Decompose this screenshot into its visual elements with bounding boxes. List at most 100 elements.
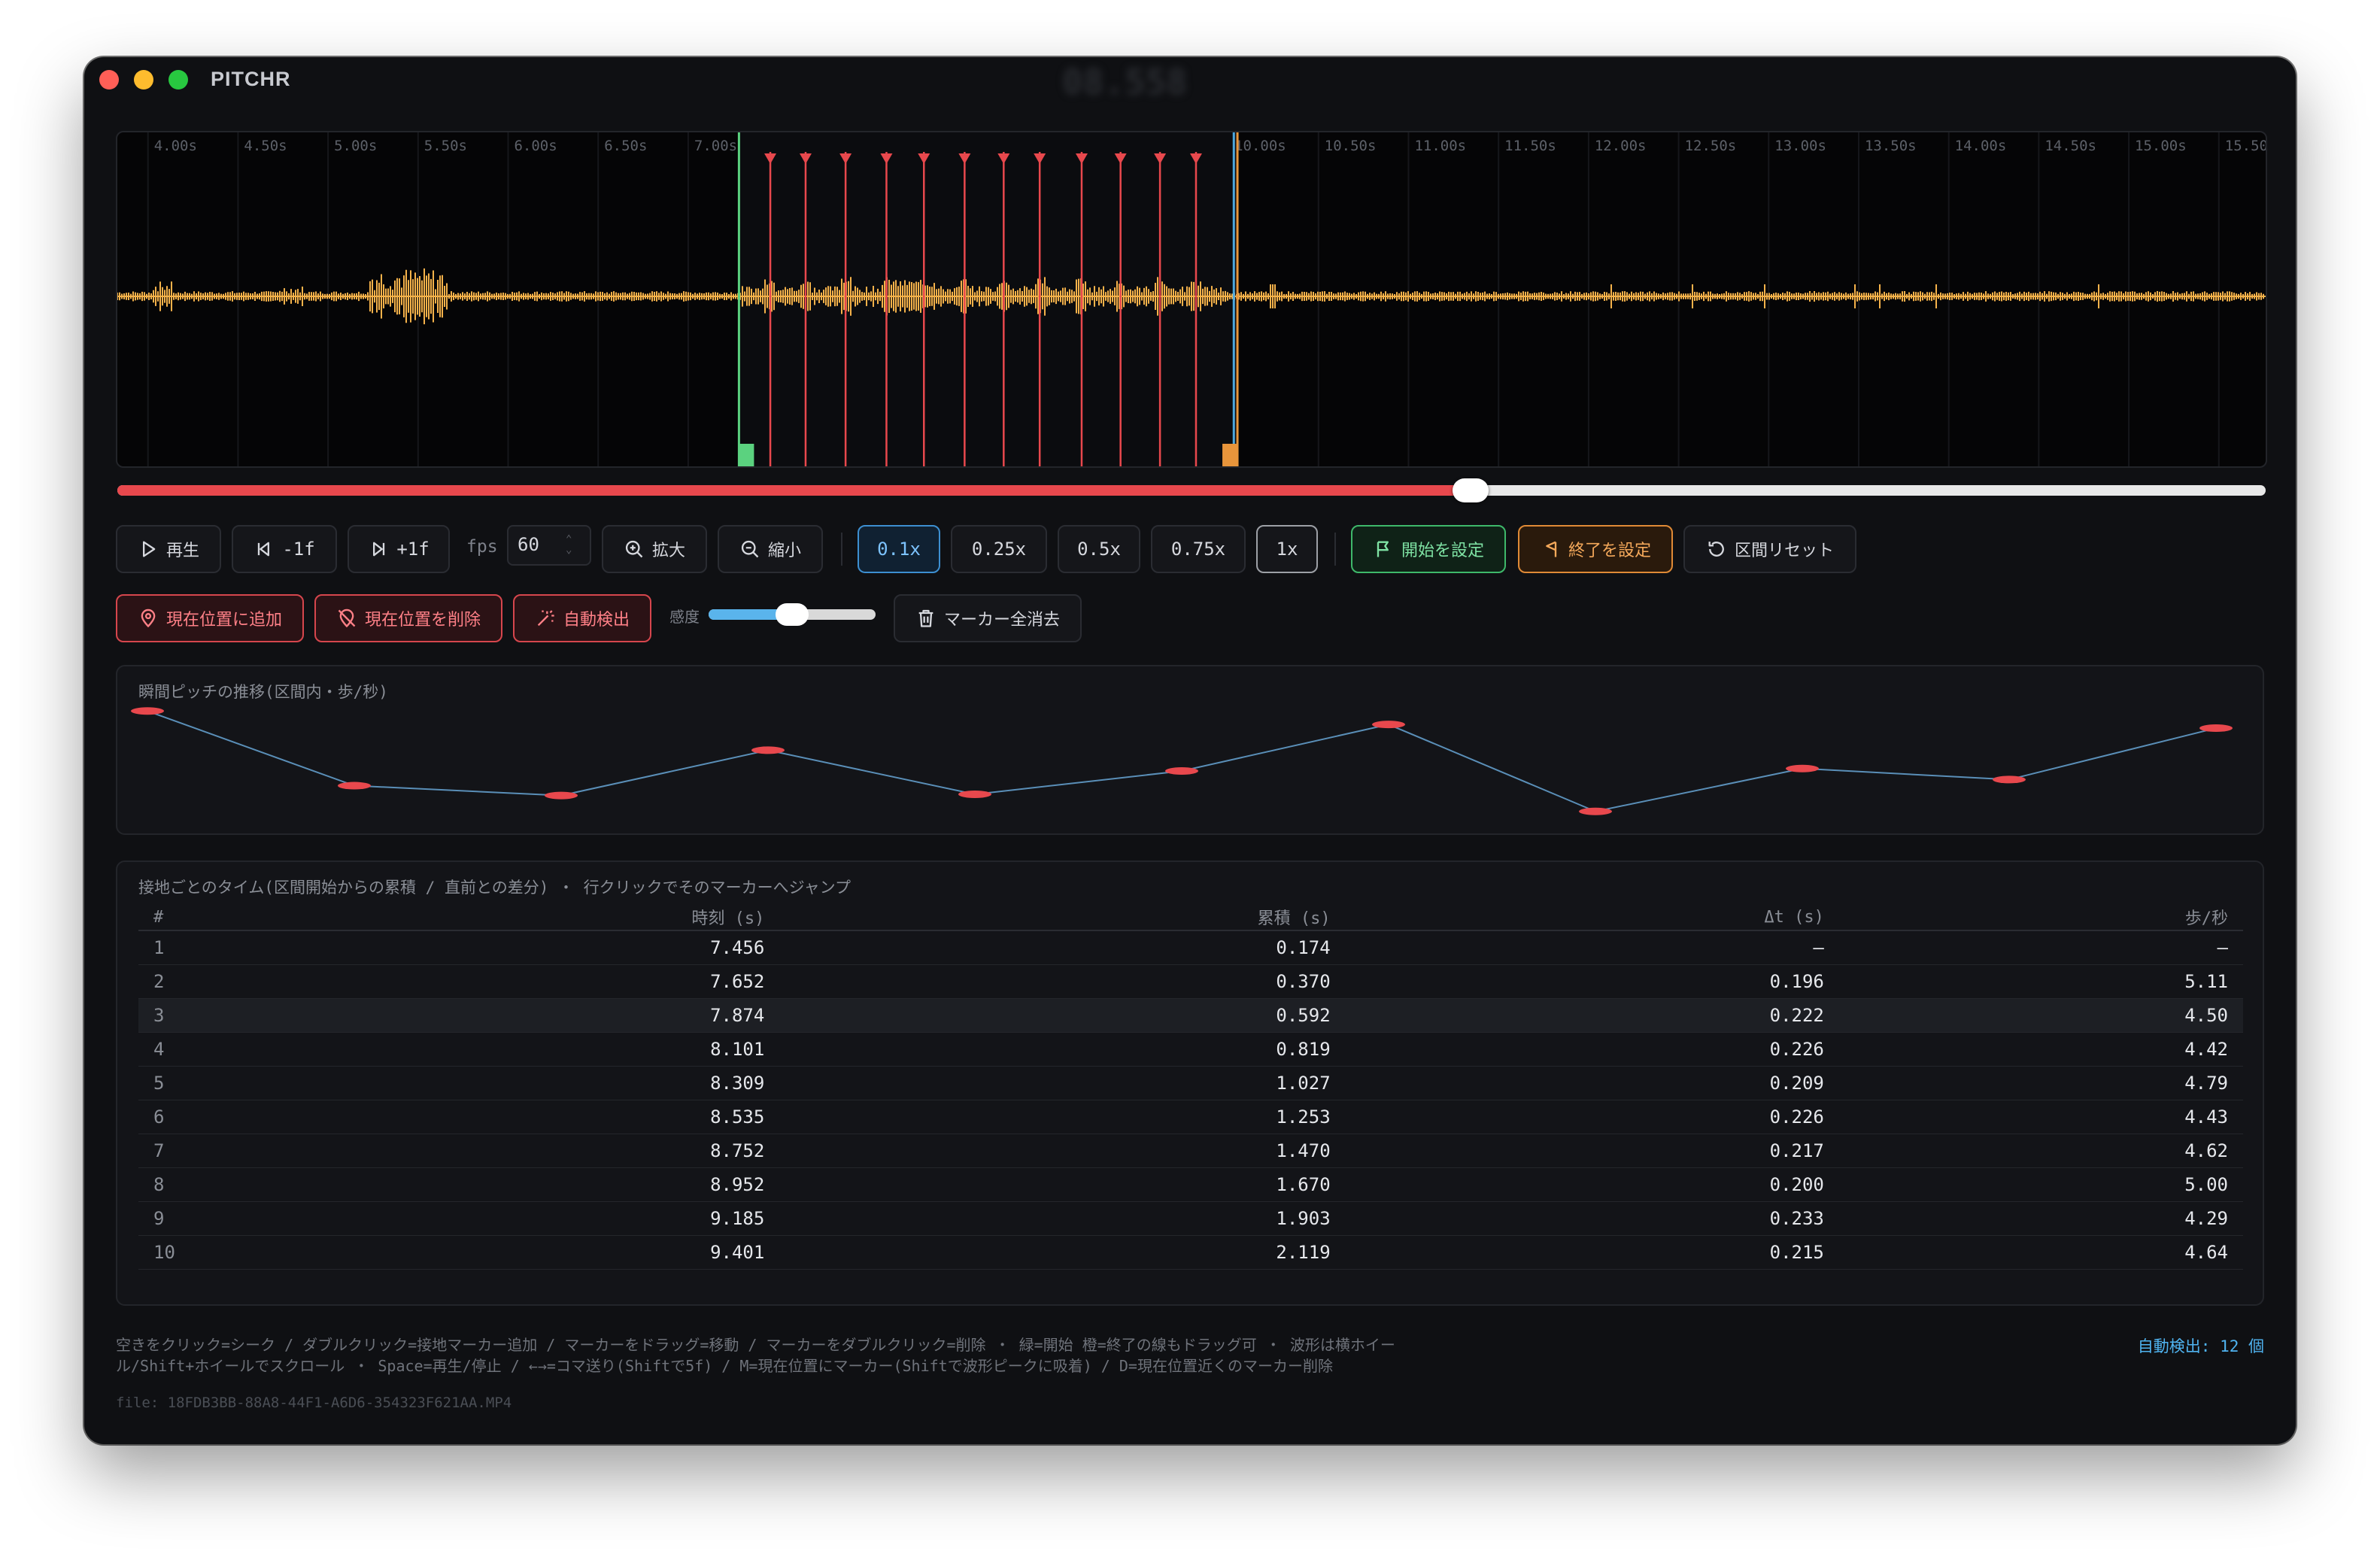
time-tick-label: 14.50s [2045,138,2096,154]
splits-table-title: 接地ごとのタイム(区間開始からの累積 / 直前との差分) ・ 行クリックでそのマ… [138,879,851,897]
interval-start-handle[interactable] [739,444,754,466]
table-row[interactable]: 6 8.535 1.253 0.226 4.43 [138,1100,2243,1134]
time-tick-label: 11.00s [1414,138,1466,154]
step-marker-handle[interactable] [839,153,852,164]
waveform-panel[interactable]: 4.00s4.50s5.00s5.50s6.00s6.50s7.00s7.50s… [116,131,2267,468]
help-line-1: 空きをクリック=シーク / ダブルクリック=接地マーカー追加 / マーカーをドラ… [116,1336,1395,1354]
time-tick-label: 15.00s [2135,138,2187,154]
pitch-point [1993,775,2026,784]
table-row[interactable]: 5 8.309 1.027 0.209 4.79 [138,1066,2243,1100]
step-marker-handle[interactable] [918,153,930,164]
cell-delta: 0.226 [1345,1100,1839,1134]
time-tick-label: 15.50s [2225,138,2266,154]
step-marker-handle[interactable] [997,153,1010,164]
sensitivity-slider[interactable] [709,603,876,626]
reset-icon [1708,542,1724,557]
clear-markers-button[interactable]: マーカー全消去 [894,594,1082,642]
sensitivity-thumb[interactable] [776,603,809,626]
cell-index: 2 [138,964,214,999]
zoom-window-button[interactable] [168,70,188,90]
cell-index: 4 [138,1032,214,1067]
time-tick-label: 12.50s [1685,138,1737,154]
col-header-cumulative: 累積 (s) [779,904,1346,931]
step-marker-handle[interactable] [799,153,812,164]
fps-input[interactable]: 60 [507,525,591,566]
back-frame-button[interactable]: -1f [232,525,337,573]
cell-pitch: 4.50 [1838,998,2243,1033]
table-row[interactable]: 8 8.952 1.670 0.200 5.00 [138,1167,2243,1202]
time-tick-label: 13.50s [1865,138,1917,154]
time-tick-label: 10.00s [1234,138,1286,154]
close-window-button[interactable] [99,70,119,90]
step-marker-handle[interactable] [1154,153,1167,164]
step-marker-handle[interactable] [958,153,971,164]
cell-cumulative: 1.470 [779,1134,1346,1168]
auto-detect-button[interactable]: 自動検出 [513,594,651,642]
toolbar-divider [1334,533,1336,566]
set-start-button[interactable]: 開始を設定 [1351,525,1506,573]
table-row[interactable]: 4 8.101 0.819 0.226 4.42 [138,1032,2243,1067]
interval-end-handle[interactable] [1222,444,1238,466]
waveform-canvas[interactable]: 4.00s4.50s5.00s5.50s6.00s6.50s7.00s7.50s… [117,132,2266,466]
speed-0.1x-button[interactable]: 0.1x [858,525,940,573]
seek-progress [117,485,1471,496]
cell-time: 8.309 [214,1066,780,1100]
cell-index: 5 [138,1066,214,1100]
reset-interval-button[interactable]: 区間リセット [1683,525,1856,573]
col-header-delta: Δt (s) [1345,904,1839,931]
step-marker-handle[interactable] [1034,153,1046,164]
forward-frame-button[interactable]: +1f [348,525,450,573]
table-row[interactable]: 3 7.874 0.592 0.222 4.50 [138,998,2243,1033]
add-marker-button[interactable]: 現在位置に追加 [116,594,304,642]
step-forward-icon [373,542,385,557]
time-tick-label: 7.00s [694,138,737,154]
speed-0.75x-button[interactable]: 0.75x [1151,525,1246,573]
table-row[interactable]: 1 7.456 0.174— — [138,930,2243,965]
current-time-display: 08.558 [1062,62,1188,102]
map-pin-icon [141,609,156,628]
table-row[interactable]: 10 9.401 2.119 0.215 4.64 [138,1235,2243,1270]
col-header-pitch: 歩/秒 [1838,904,2243,931]
step-marker-handle[interactable] [764,153,777,164]
pitch-chart [131,707,2233,815]
cell-cumulative: 1.253 [779,1100,1346,1134]
cell-pitch: 4.79 [1838,1066,2243,1100]
cell-pitch: 5.11 [1838,964,2243,999]
zoom-in-button[interactable]: 拡大 [602,525,707,573]
step-marker-handle[interactable] [1114,153,1127,164]
cell-pitch: 4.64 [1838,1235,2243,1270]
step-marker-handle[interactable] [1075,153,1088,164]
fps-stepper-icon[interactable]: ⌃ ⌄ [566,533,572,556]
cell-index: 6 [138,1100,214,1134]
sensitivity-label: 感度 [669,608,700,626]
pitch-point [958,790,991,798]
minimize-window-button[interactable] [134,70,153,90]
cell-cumulative: 0.370 [779,964,1346,999]
cell-delta: — [1345,930,1839,965]
set-start-label: 開始を設定 [1401,542,1484,560]
speed-0.25x-button[interactable]: 0.25x [951,525,1047,573]
delete-marker-button[interactable]: 現在位置を削除 [314,594,502,642]
table-row[interactable]: 7 8.752 1.470 0.217 4.62 [138,1134,2243,1168]
step-marker-handle[interactable] [1189,153,1202,164]
cell-index: 3 [138,998,214,1033]
table-row[interactable]: 2 7.652 0.370 0.196 5.11 [138,964,2243,999]
zoom-out-label: 縮小 [767,542,801,560]
play-button[interactable]: 再生 [116,525,221,573]
speed-0.5x-button[interactable]: 0.5x [1058,525,1140,573]
time-tick-label: 4.00s [154,138,197,154]
table-row[interactable]: 9 9.185 1.903 0.233 4.29 [138,1201,2243,1236]
seek-thumb[interactable] [1453,478,1489,502]
seek-bar[interactable] [117,478,2266,502]
set-end-button[interactable]: 終了を設定 [1518,525,1673,573]
back-frame-label: -1f [282,539,315,560]
step-marker-handle[interactable] [880,153,893,164]
pitch-point [131,707,164,715]
app-title: PITCHR [211,68,291,90]
speed-1x-button[interactable]: 1x [1256,525,1318,573]
cell-cumulative: 1.903 [779,1201,1346,1236]
cell-delta: 0.209 [1345,1066,1839,1100]
time-tick-label: 10.50s [1325,138,1377,154]
time-tick-label: 6.50s [604,138,647,154]
zoom-out-button[interactable]: 縮小 [718,525,823,573]
